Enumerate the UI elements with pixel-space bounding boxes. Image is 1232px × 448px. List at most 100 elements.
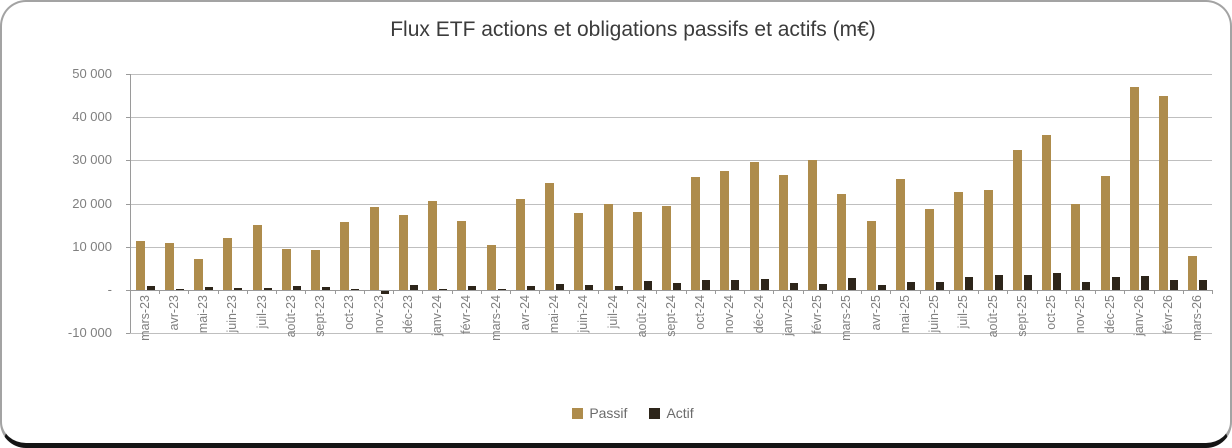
x-tick-label: juin-25	[927, 295, 942, 333]
x-tick-label: févr-25	[810, 295, 825, 334]
bar-passif-mars-25	[837, 194, 847, 290]
x-axis-tick	[1095, 289, 1097, 294]
x-axis-tick	[919, 289, 921, 294]
bar-actif-nov-24	[731, 279, 740, 290]
bar-passif-juil-25	[954, 192, 964, 290]
bar-passif-juin-24	[574, 212, 584, 290]
x-axis-tick	[1065, 289, 1067, 294]
x-tick-label: déc-25	[1102, 295, 1117, 334]
x-axis-tick	[744, 289, 746, 294]
x-axis-tick	[831, 289, 833, 294]
legend-swatch-passif	[572, 407, 584, 419]
x-tick-label: janv-26	[1131, 295, 1146, 336]
x-tick-label: juil-23	[254, 295, 269, 329]
x-axis-tick	[627, 289, 629, 294]
bar-actif-août-25	[994, 275, 1003, 290]
bar-passif-juin-23	[223, 238, 233, 290]
x-tick-label: sept-24	[664, 295, 678, 337]
x-axis-tick	[948, 289, 950, 294]
x-tick-label: mai-23	[196, 295, 211, 334]
x-tick-label: août-23	[283, 295, 298, 338]
y-tick-label: -	[107, 281, 112, 297]
bar-actif-avr-24	[526, 286, 535, 290]
bar-passif-févr-25	[808, 159, 818, 290]
bar-actif-juil-25	[965, 276, 974, 290]
x-tick-label: juin-23	[225, 295, 240, 333]
legend-label-actif: Actif	[666, 405, 694, 421]
x-axis-tick	[363, 289, 365, 294]
y-tick-label: -10 000	[67, 325, 112, 340]
x-tick-label: janv-24	[430, 295, 445, 336]
bar-passif-mars-24	[486, 244, 496, 290]
bar-actif-mai-25	[906, 282, 915, 290]
y-tick-label: 30 000	[72, 152, 112, 168]
bar-actif-oct-23	[351, 289, 360, 290]
x-axis-tick	[217, 289, 219, 294]
x-tick-label: mai-24	[547, 295, 562, 334]
bar-actif-janv-25	[789, 283, 798, 290]
y-tick-label: 10 000	[72, 238, 112, 254]
bar-passif-mai-24	[545, 183, 555, 290]
bar-passif-mai-25	[895, 178, 905, 290]
legend-item-actif: Actif	[649, 405, 694, 421]
bar-actif-juin-24	[585, 284, 594, 290]
x-axis-tick	[861, 289, 863, 294]
x-tick-label: juil-24	[605, 295, 620, 329]
legend-swatch-actif	[649, 407, 661, 419]
x-axis-tick	[246, 289, 248, 294]
bar-actif-mars-25	[848, 277, 857, 290]
x-tick-label: mars-23	[137, 295, 152, 341]
x-tick-label: mars-24	[488, 295, 503, 341]
x-tick-label: oct-25	[1044, 295, 1059, 330]
bar-actif-déc-25	[1111, 276, 1120, 290]
x-axis-tick	[480, 289, 482, 294]
x-tick-label: nov-25	[1073, 295, 1088, 334]
x-axis-tick	[1007, 289, 1009, 294]
y-axis-tick	[126, 74, 130, 75]
x-tick-label: déc-23	[400, 295, 415, 334]
x-axis-tick	[188, 289, 190, 294]
x-axis-tick	[597, 289, 599, 294]
x-axis-tick	[685, 289, 687, 294]
bar-actif-déc-24	[760, 279, 769, 290]
bar-passif-janv-25	[778, 175, 788, 290]
x-axis-tick	[1182, 289, 1184, 294]
x-axis-tick	[978, 289, 980, 294]
bar-passif-août-23	[281, 248, 291, 290]
bar-actif-avr-25	[877, 285, 886, 290]
x-tick-label: nov-24	[722, 295, 737, 334]
bar-passif-août-24	[632, 211, 642, 290]
x-axis-tick	[276, 289, 278, 294]
x-axis-tick	[393, 289, 395, 294]
x-tick-label: oct-23	[342, 295, 357, 330]
x-tick-label: oct-24	[693, 295, 708, 330]
bar-actif-nov-23	[380, 290, 389, 294]
x-tick-label: avr-25	[868, 295, 883, 331]
bar-passif-nov-24	[720, 171, 730, 290]
x-axis-tick	[305, 289, 307, 294]
x-axis-tick	[1212, 289, 1213, 294]
bar-passif-mai-23	[194, 258, 204, 290]
bar-actif-janv-24	[439, 288, 448, 290]
x-axis	[130, 289, 1212, 291]
x-tick-label: nov-23	[371, 295, 386, 334]
bar-passif-nov-25	[1071, 203, 1081, 290]
x-axis-tick	[334, 289, 336, 294]
bar-passif-sept-25	[1012, 149, 1022, 290]
bar-actif-juin-23	[234, 288, 243, 290]
x-axis-tick	[773, 289, 775, 294]
legend-label-passif: Passif	[589, 405, 628, 421]
bar-actif-mai-23	[205, 286, 214, 290]
y-gridline	[130, 333, 1212, 334]
x-tick-label: août-25	[985, 295, 1000, 338]
bar-actif-oct-24	[702, 280, 711, 290]
y-gridline	[130, 203, 1212, 205]
x-tick-label: avr-24	[517, 295, 532, 331]
x-tick-label: déc-24	[751, 295, 766, 334]
bar-actif-févr-26	[1170, 279, 1179, 290]
bar-passif-févr-26	[1159, 96, 1169, 290]
bar-passif-janv-26	[1129, 86, 1139, 290]
bar-passif-juin-25	[925, 209, 935, 290]
bar-actif-sept-24	[673, 283, 681, 290]
